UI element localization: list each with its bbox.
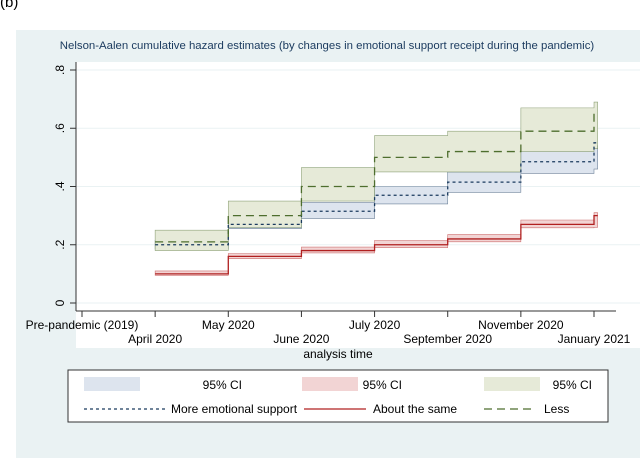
legend-series-label: Less: [544, 402, 569, 416]
legend-ci-swatch: [84, 377, 140, 391]
legend-ci-swatch: [302, 377, 358, 391]
y-tick-label: .4: [53, 181, 67, 191]
y-tick-label: 0: [53, 299, 67, 306]
axes: 0 .2 .4 .6 .8 Pre-pandemic (2019)April 2020 Ma…: [26, 62, 631, 346]
series-line: [155, 214, 598, 275]
x-axis-label: analysis time: [303, 347, 373, 361]
series-lines: [155, 113, 598, 275]
x-tick-label: April 2020: [128, 332, 182, 346]
legend-ci-label: 95% CI: [203, 378, 242, 392]
x-tick-label: July 2020: [349, 318, 401, 332]
x-tick-label: May 2020: [202, 318, 255, 332]
series-line: [155, 113, 598, 243]
y-tick-label: .2: [53, 239, 67, 249]
x-tick-label: September 2020: [403, 332, 492, 346]
x-tick-label: Pre-pandemic (2019): [26, 318, 139, 332]
y-tick-label: .8: [53, 65, 67, 75]
legend-ci-label: 95% CI: [363, 378, 402, 392]
legend-ci-swatch: [484, 377, 540, 391]
legend-series-label: About the same: [373, 402, 457, 416]
legend-ci-label: 95% CI: [553, 378, 592, 392]
x-tick-label: January 2021: [558, 332, 631, 346]
chart-figure: Nelson-Aalen cumulative hazard estimates…: [16, 30, 640, 458]
x-tick-label: June 2020: [273, 332, 329, 346]
legend: 95% CI More emotional support 95% CI About …: [67, 369, 609, 423]
chart-canvas: Nelson-Aalen cumulative hazard estimates…: [26, 40, 640, 423]
legend-series-label: More emotional support: [171, 402, 298, 416]
x-tick-label: November 2020: [478, 318, 564, 332]
panel-label: (b): [0, 0, 19, 11]
chart-title: Nelson-Aalen cumulative hazard estimates…: [60, 40, 595, 52]
y-tick-label: .6: [53, 123, 67, 133]
